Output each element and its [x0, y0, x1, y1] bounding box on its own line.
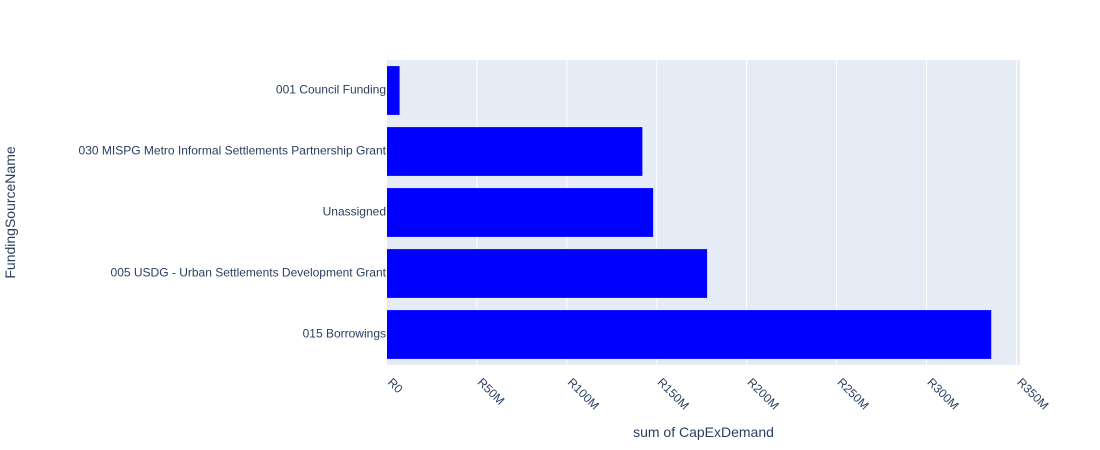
y-tick-label: 030 MISPG Metro Informal Settlements Par…: [79, 144, 387, 158]
x-tick-label: R50M: [475, 375, 508, 408]
x-tick-label: R0: [385, 375, 406, 396]
bars: [387, 66, 992, 359]
x-tick-label: R150M: [655, 375, 692, 412]
x-axis-title: sum of CapExDemand: [633, 424, 774, 440]
bar[interactable]: [387, 188, 654, 237]
y-tick-label: 015 Borrowings: [303, 327, 386, 341]
y-tick-label: 005 USDG - Urban Settlements Development…: [111, 266, 387, 280]
x-tick-label: R300M: [924, 375, 961, 412]
x-axis-tick-labels: R0 R50M R100M R150M R200M R250M R300M R350M: [385, 375, 1052, 412]
y-axis-tick-labels: 001 Council Funding 030 MISPG Metro Infor…: [79, 83, 387, 341]
y-tick-label: 001 Council Funding: [276, 83, 386, 97]
x-tick-label: R100M: [565, 375, 602, 412]
y-tick-label: Unassigned: [323, 205, 386, 219]
bar[interactable]: [387, 127, 643, 176]
x-tick-label: R350M: [1014, 375, 1051, 412]
x-tick-label: R200M: [745, 375, 782, 412]
y-axis-title: FundingSourceName: [2, 146, 18, 279]
bar[interactable]: [387, 66, 400, 115]
bar[interactable]: [387, 249, 708, 298]
bar[interactable]: [387, 310, 992, 359]
x-tick-label: R250M: [834, 375, 871, 412]
